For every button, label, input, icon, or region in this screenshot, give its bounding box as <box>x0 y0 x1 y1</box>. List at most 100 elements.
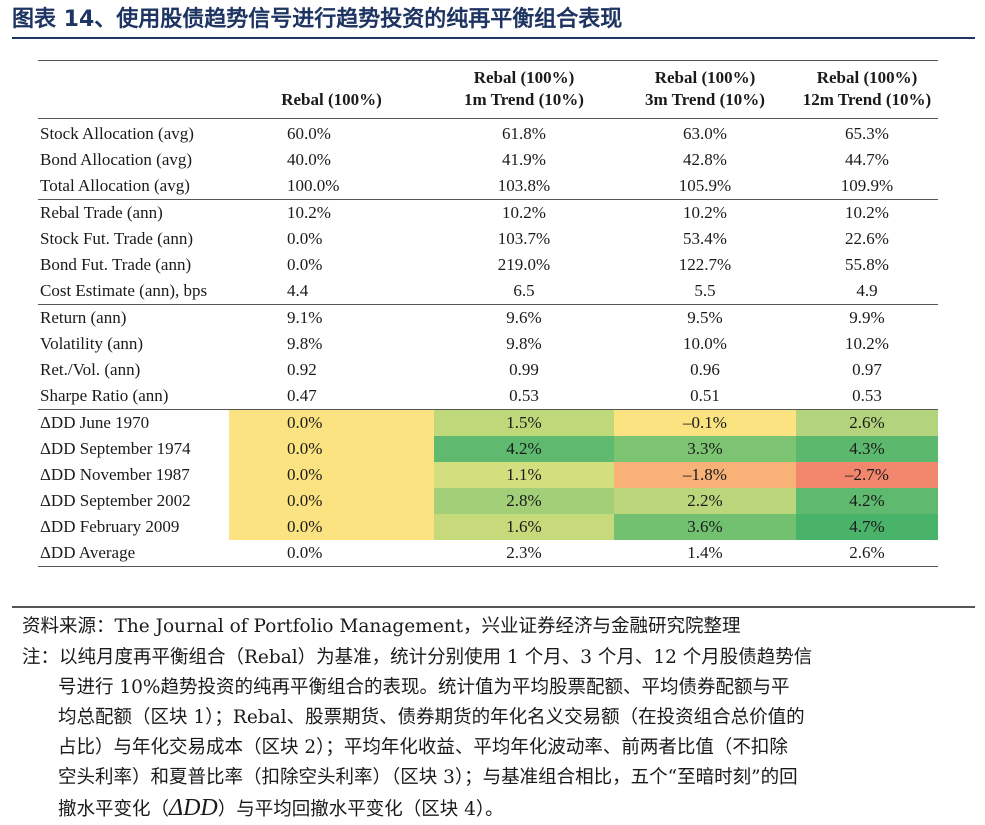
table-row: Total Allocation (avg) 100.0% 103.8% 105.9%… <box>38 173 938 200</box>
row-label: ΔDD November 1987 <box>40 465 190 484</box>
table-row: ΔDD June 1970 0.0% 1.5% –0.1% 2.6% <box>38 409 938 436</box>
table-cell: 0.0% <box>229 436 434 462</box>
table-cell: 2.8% <box>434 488 614 514</box>
row-label: Cost Estimate (ann), bps <box>40 281 208 300</box>
header-label-col <box>38 61 229 119</box>
source-divider <box>12 606 975 608</box>
row-label: Ret./Vol. (ann) <box>40 360 141 379</box>
table-row: Bond Allocation (avg) 40.0% 41.9% 42.8% 44.7… <box>38 147 938 173</box>
table-cell: 10.2% <box>845 334 889 353</box>
source-note: 资料来源：The Journal of Portfolio Management… <box>22 616 741 637</box>
table-cell: 0.0% <box>229 409 434 436</box>
table-cell: 0.51 <box>690 386 720 405</box>
row-label: ΔDD February 2009 <box>40 517 180 536</box>
table-cell: 0.0% <box>229 488 434 514</box>
title-underline <box>12 37 975 39</box>
table-cell: 1.6% <box>434 514 614 540</box>
table-row: Cost Estimate (ann), bps 4.4 6.5 5.5 4.9 <box>38 278 938 305</box>
row-label: Bond Fut. Trade (ann) <box>40 255 192 274</box>
table-cell: 4.7% <box>796 514 938 540</box>
table-cell: 105.9% <box>678 176 732 195</box>
header-rebal: Rebal (100%) <box>229 61 434 119</box>
footnote: 注：以纯月度再平衡组合（Rebal）为基准，统计分别使用 1 个月、3 个月、1… <box>22 643 972 825</box>
note-line-3: 均总配额（区块 1）；Rebal、股票期货、债券期货的年化名义交易额（在投资组合… <box>58 707 805 728</box>
table-row: ΔDD Average 0.0% 2.3% 1.4% 2.6% <box>38 540 938 567</box>
table-cell: 100.0% <box>287 176 340 195</box>
note-line-6: 撤水平变化（ΔDD）与平均回撤水平变化（区块 4）。 <box>58 795 504 821</box>
table-cell: 3.6% <box>614 514 796 540</box>
table-cell: 1.1% <box>434 462 614 488</box>
table-cell: 63.0% <box>683 124 727 143</box>
table-cell: 0.96 <box>690 360 720 379</box>
row-label: Bond Allocation (avg) <box>40 150 193 169</box>
row-label: Stock Fut. Trade (ann) <box>40 229 193 248</box>
row-label: Return (ann) <box>38 304 229 331</box>
table-row: Stock Fut. Trade (ann) 0.0% 103.7% 53.4% 22.… <box>38 226 938 252</box>
table-row: Return (ann) 9.1% 9.6% 9.5% 9.9% <box>38 304 938 331</box>
table-cell: –2.7% <box>796 462 938 488</box>
table-cell: 0.92 <box>287 360 317 379</box>
table-cell: 60.0% <box>287 124 331 143</box>
row-label: Rebal Trade (ann) <box>38 199 229 226</box>
row-label: Stock Allocation (avg) <box>40 124 194 143</box>
table-cell: 0.47 <box>287 386 317 405</box>
table-row: Stock Allocation (avg) 60.0% 61.8% 63.0% 65.… <box>38 119 938 148</box>
table-cell: 0.0% <box>229 540 434 567</box>
table-cell: 2.6% <box>796 409 938 436</box>
table-row: Sharpe Ratio (ann) 0.47 0.53 0.51 0.53 <box>38 383 938 410</box>
table-cell: 122.7% <box>678 255 732 274</box>
table-cell: 2.3% <box>434 540 614 567</box>
table-row: ΔDD September 1974 0.0% 4.2% 3.3% 4.3% <box>38 436 938 462</box>
table-cell: 0.0% <box>229 514 434 540</box>
table-cell: 219.0% <box>497 255 551 274</box>
row-label: ΔDD June 1970 <box>38 409 229 436</box>
row-label: ΔDD September 1974 <box>40 439 191 458</box>
figure-title: 图表 14、使用股债趋势信号进行趋势投资的纯再平衡组合表现 <box>12 7 623 32</box>
table-cell: 103.8% <box>497 176 551 195</box>
table-cell: 0.99 <box>509 360 539 379</box>
table-cell: 53.4% <box>683 229 727 248</box>
table-row: ΔDD September 2002 0.0% 2.8% 2.2% 4.2% <box>38 488 938 514</box>
table-cell: 65.3% <box>845 124 889 143</box>
table-row: ΔDD February 2009 0.0% 1.6% 3.6% 4.7% <box>38 514 938 540</box>
table-cell: 61.8% <box>502 124 546 143</box>
table-cell: 9.1% <box>229 304 434 331</box>
table-cell: 0.53 <box>852 386 882 405</box>
table-cell: –0.1% <box>614 409 796 436</box>
table-cell: 0.0% <box>229 462 434 488</box>
note-line-2: 号进行 10%趋势投资的纯再平衡组合的表现。统计值为平均股票配额、平均债券配额与… <box>58 677 790 698</box>
table-cell: 0.97 <box>852 360 882 379</box>
table-cell: 9.8% <box>287 334 323 353</box>
header-12m-trend: Rebal (100%) 12m Trend (10%) <box>796 61 938 119</box>
row-label: Sharpe Ratio (ann) <box>40 386 169 405</box>
table-row: Volatility (ann) 9.8% 9.8% 10.0% 10.2% <box>38 331 938 357</box>
table-cell: 10.2% <box>614 199 796 226</box>
table-cell: 0.0% <box>287 229 323 248</box>
table-cell: 44.7% <box>845 150 889 169</box>
table-header-row: Rebal (100%) Rebal (100%) 1m Trend (10%)… <box>38 61 938 119</box>
table-cell: 22.6% <box>845 229 889 248</box>
header-1m-trend: Rebal (100%) 1m Trend (10%) <box>434 61 614 119</box>
table-cell: 55.8% <box>845 255 889 274</box>
table-cell: 10.2% <box>434 199 614 226</box>
note-line-4: 占比）与年化交易成本（区块 2）；平均年化收益、平均年化波动率、前两者比值（不扣… <box>58 737 788 758</box>
row-label: ΔDD Average <box>38 540 229 567</box>
table-row: ΔDD November 1987 0.0% 1.1% –1.8% –2.7% <box>38 462 938 488</box>
table-cell: 10.2% <box>796 199 938 226</box>
table-cell: 103.7% <box>497 229 551 248</box>
table-cell: 1.4% <box>614 540 796 567</box>
table-row: Ret./Vol. (ann) 0.92 0.99 0.96 0.97 <box>38 357 938 383</box>
note-line-5: 空头利率）和夏普比率（扣除空头利率）（区块 3）；与基准组合相比，五个“至暗时刻… <box>58 767 798 788</box>
table-cell: 4.3% <box>796 436 938 462</box>
header-3m-trend: Rebal (100%) 3m Trend (10%) <box>614 61 796 119</box>
delta-dd-symbol: ΔDD <box>169 795 218 821</box>
table-cell: 4.2% <box>434 436 614 462</box>
table-cell: 10.2% <box>229 199 434 226</box>
table-cell: 9.9% <box>796 304 938 331</box>
table-cell: 4.2% <box>796 488 938 514</box>
table-cell: 10.0% <box>683 334 727 353</box>
table-cell: 4.4 <box>287 281 309 300</box>
table-cell: 5.5 <box>694 281 716 300</box>
table-cell: 2.2% <box>614 488 796 514</box>
row-label: Total Allocation (avg) <box>40 176 190 195</box>
